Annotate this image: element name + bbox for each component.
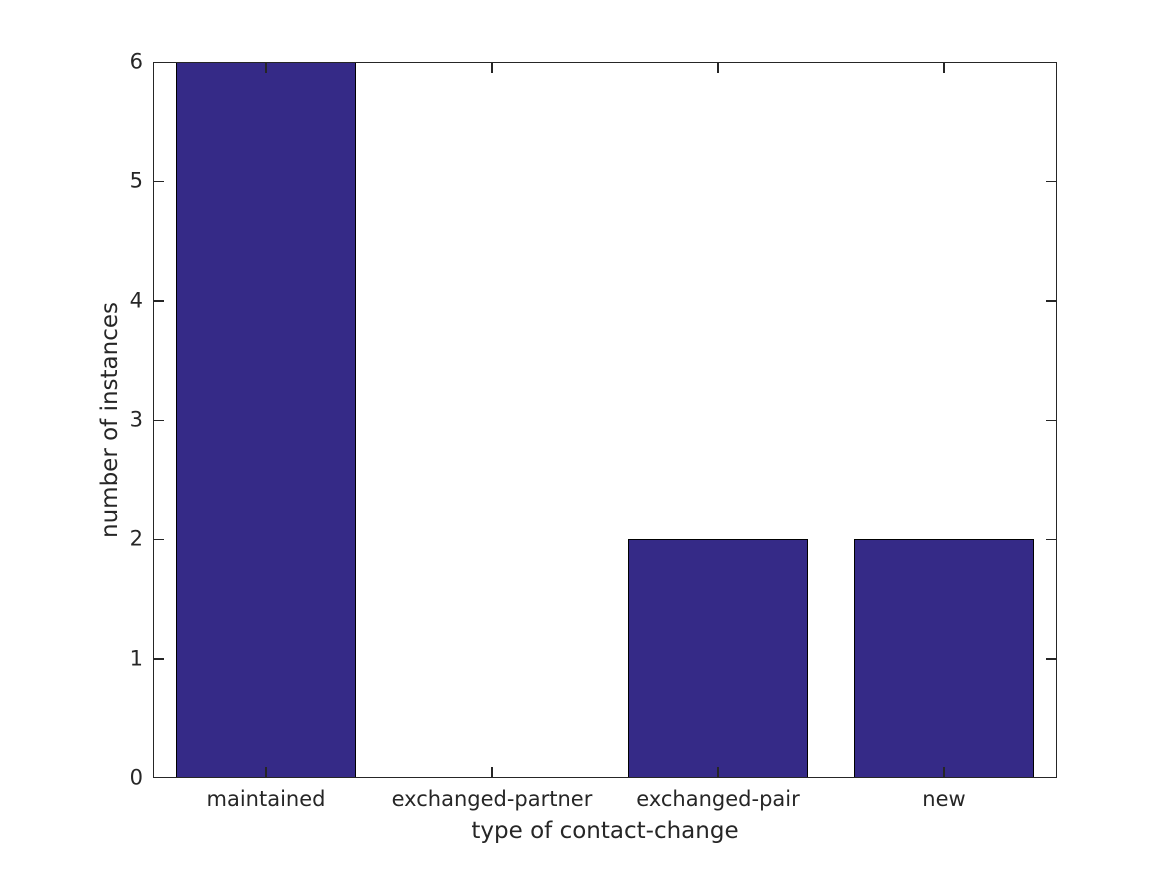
- tick-mark: [1046, 300, 1057, 302]
- tick-mark: [943, 767, 945, 778]
- x-tick-label-new: new: [922, 787, 966, 811]
- y-tick-label: 1: [129, 646, 143, 671]
- y-tick-label: 6: [129, 49, 143, 74]
- y-axis-label: number of instances: [97, 302, 124, 538]
- bar-exchanged-pair: [627, 539, 809, 778]
- tick-mark: [153, 180, 164, 183]
- bar-new: [853, 539, 1035, 778]
- tick-mark: [491, 767, 493, 778]
- tick-mark: [717, 767, 719, 778]
- y-tick-label: 3: [129, 407, 143, 432]
- tick-mark: [153, 658, 164, 660]
- tick-mark: [1046, 419, 1057, 421]
- tick-mark: [491, 62, 493, 73]
- tick-mark: [1046, 777, 1057, 779]
- tick-mark: [1046, 180, 1057, 183]
- tick-mark: [265, 62, 267, 73]
- x-tick-label-maintained: maintained: [206, 787, 326, 811]
- tick-mark: [1046, 62, 1057, 64]
- bar-maintained: [175, 62, 357, 778]
- y-tick-label: 2: [129, 526, 143, 551]
- tick-mark: [153, 777, 164, 779]
- tick-mark: [153, 538, 164, 541]
- x-tick-label-exchanged-partner: exchanged-partner: [391, 787, 593, 811]
- y-tick-label: 4: [129, 288, 143, 313]
- tick-mark: [265, 767, 267, 778]
- tick-mark: [153, 300, 164, 302]
- y-tick-label: 0: [129, 765, 143, 790]
- y-tick-label: 5: [129, 168, 143, 193]
- tick-mark: [153, 62, 164, 64]
- tick-mark: [943, 62, 945, 73]
- x-axis-label: type of contact-change: [471, 818, 739, 844]
- tick-mark: [153, 419, 164, 421]
- tick-mark: [1046, 538, 1057, 541]
- tick-mark: [1046, 658, 1057, 660]
- tick-mark: [717, 62, 719, 73]
- x-tick-label-exchanged-pair: exchanged-pair: [636, 787, 800, 811]
- plot-area: [153, 62, 1057, 779]
